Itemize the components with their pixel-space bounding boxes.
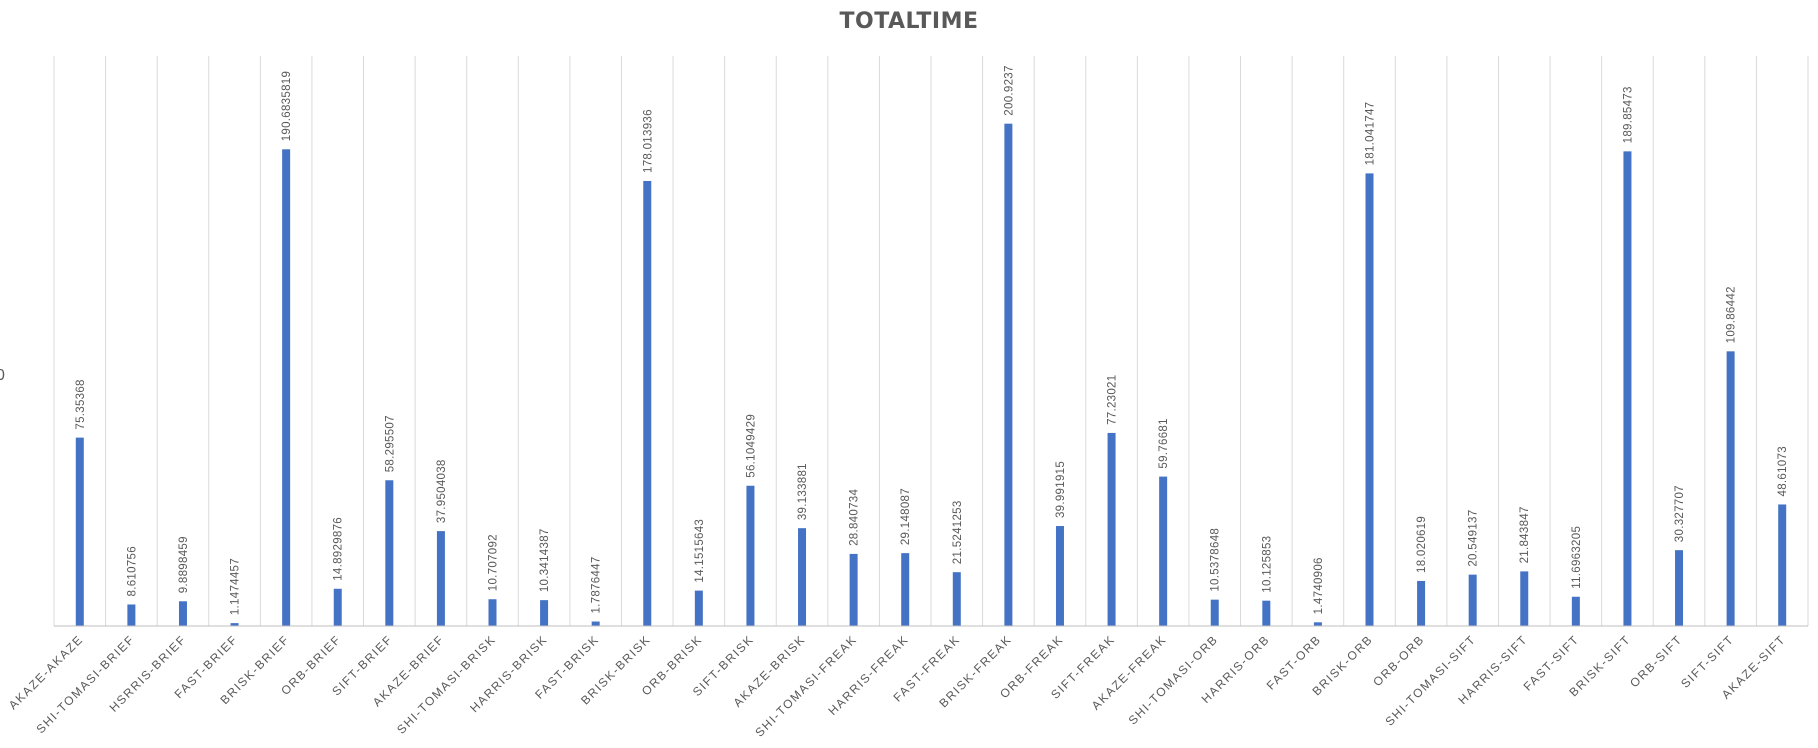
bar-shi-tomasi-brief [127,604,136,626]
bar-shi-tomasi-sift [1468,574,1477,626]
bar-orb-brisk [694,590,703,626]
data-label-orb-brief: 14.8929876 [333,517,345,581]
data-label-sift-brisk: 56.1049429 [745,414,757,478]
bar-harris-freak [901,553,910,626]
data-label-akaze-akaze: 75.35368 [75,379,87,429]
tick-label-shi-tomasi-brief: SHI-TOMASI-BRIEF [33,632,137,736]
gridlines [53,56,1809,626]
data-label-harris-orb: 10.125853 [1261,536,1273,593]
bar-brisk-freak [1004,123,1013,626]
data-label-orb-brisk: 14.1515643 [694,519,706,583]
bar-shi-tomasi-orb [1210,599,1219,626]
data-label-shi-tomasi-sift: 20.549137 [1468,510,1480,567]
data-label-orb-sift: 30.327707 [1674,485,1686,542]
data-label-akaze-freak: 59.76681 [1158,418,1170,468]
data-label-sift-brief: 58.295507 [384,415,396,472]
data-label-harris-sift: 21.843847 [1519,506,1531,563]
tick-label-shi-tomasi-orb: SHI-TOMASI-ORB [1126,632,1221,727]
data-label-shi-tomasi-brief: 8.610756 [126,546,138,596]
bar-akaze-akaze [75,437,84,626]
bar-fast-orb [1313,622,1322,626]
data-label-hsrris-brief: 9.8898459 [178,536,190,593]
data-label-fast-brisk: 1.7876447 [591,556,603,613]
bar-harris-brisk [540,600,549,626]
data-label-harris-brisk: 10.3414387 [539,528,551,592]
bar-brisk-orb [1365,173,1374,626]
bar-orb-brief [333,588,342,626]
bar-brisk-sift [1623,151,1632,627]
bar-orb-freak [1055,526,1064,626]
bars [75,123,1787,627]
x-axis-tick-labels: AKAZE-AKAZESHI-TOMASI-BRIEFHSRRIS-BRIEFF… [6,632,1788,739]
data-label-orb-freak: 39.991915 [1055,461,1067,518]
tick-label-shi-tomasi-freak: SHI-TOMASI-FREAK [752,632,859,739]
bar-harris-orb [1262,600,1271,626]
data-label-akaze-sift: 48.61073 [1777,446,1789,496]
bar-orb-orb [1417,580,1426,626]
bar-hsrris-brief [178,601,187,626]
bar-akaze-sift [1778,504,1787,626]
bar-sift-freak [1107,432,1116,626]
axis-edge-glyph: 0 [0,367,5,384]
data-label-sift-sift: 109.86442 [1726,286,1738,343]
bar-shi-tomasi-brisk [488,599,497,626]
bar-sift-brief [385,480,394,626]
data-label-fast-brief: 1.1474457 [230,558,242,615]
bar-sift-sift [1726,351,1735,626]
data-label-fast-sift: 11.6963205 [1571,526,1583,589]
data-labels: 75.35368 8.610756 9.8898459 1.1474457 190.68… [75,65,1789,615]
bar-fast-freak [952,572,961,626]
data-label-brisk-brief: 190.6835819 [281,71,293,141]
data-label-fast-orb: 1.4740906 [1313,557,1325,614]
data-label-akaze-brief: 37.9504038 [436,459,448,523]
data-label-brisk-freak: 200.9237 [1003,65,1015,115]
bar-akaze-freak [1159,476,1168,626]
data-label-brisk-sift: 189.85473 [1622,86,1634,143]
chart-title: TOTALTIME [839,9,978,34]
bar-brisk-brisk [643,180,652,626]
data-label-sift-freak: 77.23021 [1107,375,1119,425]
tick-label-orb-sift: ORB-SIFT [1627,632,1685,690]
bar-akaze-brisk [798,528,807,626]
data-label-fast-freak: 21.5241253 [952,500,964,564]
bar-fast-sift [1571,596,1580,626]
bar-brisk-brief [282,149,291,627]
data-label-harris-freak: 29.148087 [900,488,912,545]
bar-shi-tomasi-freak [849,553,858,626]
bar-harris-sift [1520,571,1529,626]
data-label-brisk-brisk: 178.013936 [642,109,654,173]
data-label-orb-orb: 18.020619 [1416,516,1428,573]
bar-orb-sift [1675,550,1684,626]
bar-fast-brisk [591,621,600,626]
data-label-shi-tomasi-orb: 10.5378648 [1210,528,1222,592]
tick-label-shi-tomasi-brisk: SHI-TOMASI-BRISK [394,632,499,737]
tick-label-orb-orb: ORB-ORB [1370,632,1427,689]
bar-fast-brief [230,623,239,626]
tick-label-shi-tomasi-sift: SHI-TOMASI-SIFT [1382,632,1478,728]
data-label-akaze-brisk: 39.133881 [797,463,809,520]
bar-sift-brisk [746,485,755,626]
data-label-brisk-orb: 181.041747 [1365,102,1377,166]
data-label-shi-tomasi-brisk: 10.707092 [488,534,500,591]
data-label-shi-tomasi-freak: 28.840734 [849,489,861,546]
bar-akaze-brief [436,531,445,626]
